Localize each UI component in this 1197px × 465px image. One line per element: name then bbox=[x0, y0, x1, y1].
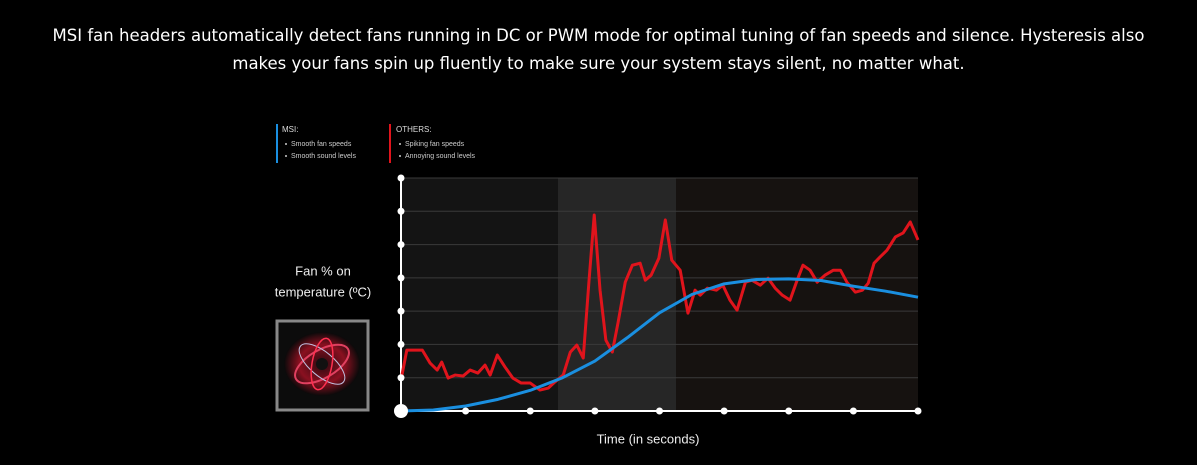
legend-bar bbox=[389, 124, 391, 163]
background-band bbox=[401, 178, 558, 411]
line-series bbox=[399, 213, 920, 392]
legend-bullet bbox=[285, 143, 287, 145]
highlight-band bbox=[558, 178, 676, 411]
x-axis-label: Time (in seconds) bbox=[597, 431, 700, 446]
legend-note: Spiking fan speeds bbox=[405, 141, 465, 148]
y-tick-dot bbox=[397, 374, 405, 382]
intro-text: MSI fan headers automatically detect fan… bbox=[52, 26, 1145, 73]
legend-title: OTHERS: bbox=[396, 125, 432, 134]
fan-blade bbox=[298, 343, 346, 385]
x-tick-dot bbox=[849, 407, 857, 415]
x-tick-dot bbox=[656, 407, 663, 415]
legend-bar bbox=[276, 124, 278, 163]
legend-note: Smooth sound levels bbox=[291, 153, 356, 160]
y-tick-dot bbox=[397, 241, 405, 249]
y-tick-dot bbox=[397, 174, 405, 182]
x-tick-dot bbox=[462, 407, 470, 415]
x-tick-dot bbox=[785, 407, 793, 415]
legend-bullet bbox=[285, 155, 287, 157]
x-tick-dot bbox=[591, 407, 599, 415]
legend-title: MSI: bbox=[282, 125, 298, 134]
legend-bullet bbox=[399, 143, 401, 145]
legend-bullet bbox=[399, 155, 401, 157]
legend-note: Smooth fan speeds bbox=[291, 141, 352, 148]
fan-hub bbox=[316, 358, 328, 370]
y-tick-dot bbox=[397, 274, 405, 282]
legend-note: Annoying sound levels bbox=[405, 153, 476, 160]
background-band bbox=[676, 178, 918, 411]
x-tick-dot bbox=[914, 407, 922, 415]
x-tick-dot bbox=[720, 407, 728, 415]
x-tick-dot bbox=[526, 407, 534, 415]
y-tick-dot bbox=[397, 340, 405, 348]
line-series bbox=[400, 277, 919, 413]
x-tick-dot bbox=[394, 404, 408, 418]
fan-blade bbox=[310, 337, 334, 391]
y-tick-dot bbox=[397, 307, 405, 315]
y-axis-label: Fan % on bbox=[295, 263, 351, 278]
y-tick-dot bbox=[397, 207, 405, 215]
y-axis-label: temperature (ºC) bbox=[275, 284, 372, 299]
